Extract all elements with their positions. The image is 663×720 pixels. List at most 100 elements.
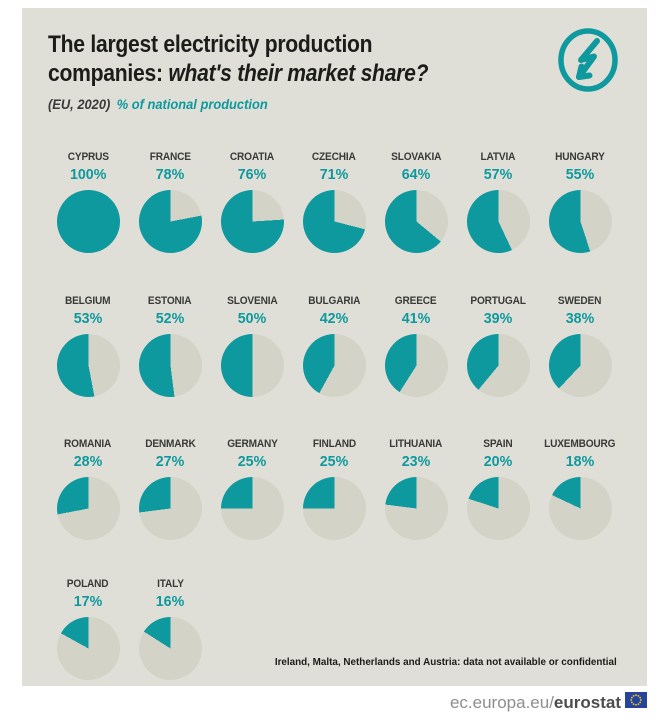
country-label: BULGARIA: [308, 295, 360, 307]
pie-chart: [220, 190, 284, 253]
country-label: POLAND: [67, 578, 109, 590]
market-share-value: 28%: [73, 453, 103, 470]
pie-cell-slovakia: SLOVAKIA 64%: [375, 150, 457, 253]
market-share-value: 20%: [483, 453, 513, 470]
pie-cell-lithuania: LITHUANIA 23%: [375, 437, 457, 540]
footer-url-regular: ec.europa.eu/: [449, 692, 554, 712]
pie-chart: [548, 477, 612, 540]
country-label: LITHUANIA: [389, 438, 443, 450]
title-line1: The largest electricity production: [48, 31, 373, 58]
pie-chart: [138, 477, 202, 540]
country-label: SLOVENIA: [226, 295, 278, 307]
subtitle-scope: (EU, 2020): [48, 96, 111, 112]
pie-row-3: ROMANIA 28% DENMARK 27% GERMANY 25% FINLAND 25%…: [47, 437, 622, 540]
country-label: SPAIN: [483, 438, 513, 450]
pie-cell-poland: POLAND 17%: [47, 577, 129, 680]
country-label: CZECHIA: [312, 151, 356, 163]
pie-chart: [220, 334, 284, 397]
pie-chart: [466, 477, 530, 540]
pie-cell-czechia: CZECHIA 71%: [293, 150, 375, 253]
pie-cell-cyprus: CYPRUS 100%: [47, 150, 129, 253]
pie-cell-hungary: HUNGARY 55%: [539, 150, 621, 253]
market-share-value: 55%: [565, 166, 595, 183]
market-share-value: 39%: [483, 310, 513, 327]
market-share-value: 78%: [155, 166, 185, 183]
pie-row-4: POLAND 17% ITALY 16%: [47, 577, 622, 680]
market-share-value: 17%: [73, 593, 103, 610]
pie-cell-denmark: DENMARK 27%: [129, 437, 211, 540]
footnote: Ireland, Malta, Netherlands and Austria:…: [275, 656, 617, 668]
market-share-value: 71%: [319, 166, 349, 183]
pie-chart: [138, 334, 202, 397]
pie-chart: [384, 190, 448, 253]
country-label: PORTUGAL: [470, 295, 526, 307]
pie-chart: [138, 190, 202, 253]
pie-chart: [466, 334, 530, 397]
pie-cell-croatia: CROATIA 76%: [211, 150, 293, 253]
market-share-value: 52%: [155, 310, 185, 327]
pie-chart: [56, 334, 120, 397]
pie-cell-germany: GERMANY 25%: [211, 437, 293, 540]
pie-chart: [384, 334, 448, 397]
market-share-value: 50%: [237, 310, 267, 327]
pie-chart: [56, 190, 120, 253]
eu-flag-icon: [625, 692, 647, 713]
country-label: CROATIA: [229, 151, 275, 163]
pie-chart: [302, 190, 366, 253]
pie-chart: [548, 190, 612, 253]
market-share-value: 57%: [483, 166, 513, 183]
market-share-value: 100%: [69, 166, 107, 183]
pie-row-2: BELGIUM 53% ESTONIA 52% SLOVENIA 50% BULGARIA 4…: [47, 294, 622, 397]
pie-cell-bulgaria: BULGARIA 42%: [293, 294, 375, 397]
electricity-lightning-icon: [557, 27, 619, 93]
country-label: DENMARK: [144, 438, 196, 450]
market-share-value: 23%: [401, 453, 431, 470]
page-title: The largest electricity production compan…: [48, 30, 429, 88]
pie-chart: [138, 617, 202, 680]
country-label: SWEDEN: [558, 295, 602, 307]
country-label: LUXEMBOURG: [544, 438, 616, 450]
pie-chart: [466, 190, 530, 253]
country-label: FINLAND: [312, 438, 356, 450]
market-share-value: 42%: [319, 310, 349, 327]
pie-chart: [302, 334, 366, 397]
market-share-value: 27%: [155, 453, 185, 470]
pie-chart: [384, 477, 448, 540]
market-share-value: 41%: [401, 310, 431, 327]
pie-cell-romania: ROMANIA 28%: [47, 437, 129, 540]
title-line2-bold: companies:: [48, 60, 163, 87]
market-share-value: 53%: [73, 310, 103, 327]
pie-cell-france: FRANCE 78%: [129, 150, 211, 253]
pie-cell-italy: ITALY 16%: [129, 577, 211, 680]
country-label: GERMANY: [226, 438, 278, 450]
country-label: SLOVAKIA: [390, 151, 442, 163]
pie-chart: [56, 477, 120, 540]
country-label: LATVIA: [480, 151, 516, 163]
subtitle: (EU, 2020) % of national production: [48, 96, 268, 112]
pie-cell-belgium: BELGIUM 53%: [47, 294, 129, 397]
country-label: CYPRUS: [67, 151, 109, 163]
footer-url: ec.europa.eu/eurostat: [450, 692, 647, 713]
title-line2-italic: what's their market share?: [162, 60, 429, 87]
footer-url-bold: eurostat: [553, 692, 621, 712]
country-label: HUNGARY: [555, 151, 605, 163]
country-label: ROMANIA: [64, 438, 112, 450]
pie-cell-luxembourg: LUXEMBOURG 18%: [539, 437, 621, 540]
country-label: BELGIUM: [65, 295, 111, 307]
pie-cell-finland: FINLAND 25%: [293, 437, 375, 540]
pie-cell-portugal: PORTUGAL 39%: [457, 294, 539, 397]
pie-chart: [56, 617, 120, 680]
pie-cell-latvia: LATVIA 57%: [457, 150, 539, 253]
pie-cell-slovenia: SLOVENIA 50%: [211, 294, 293, 397]
country-label: FRANCE: [149, 151, 191, 163]
pie-chart: [302, 477, 366, 540]
subtitle-unit: % of national production: [116, 96, 268, 112]
market-share-value: 18%: [565, 453, 595, 470]
pie-cell-estonia: ESTONIA 52%: [129, 294, 211, 397]
market-share-value: 76%: [237, 166, 267, 183]
pie-chart: [220, 477, 284, 540]
pie-cell-spain: SPAIN 20%: [457, 437, 539, 540]
pie-row-1: CYPRUS 100% FRANCE 78% CROATIA 76% CZECHIA 71% S…: [47, 150, 622, 253]
country-label: GREECE: [395, 295, 437, 307]
